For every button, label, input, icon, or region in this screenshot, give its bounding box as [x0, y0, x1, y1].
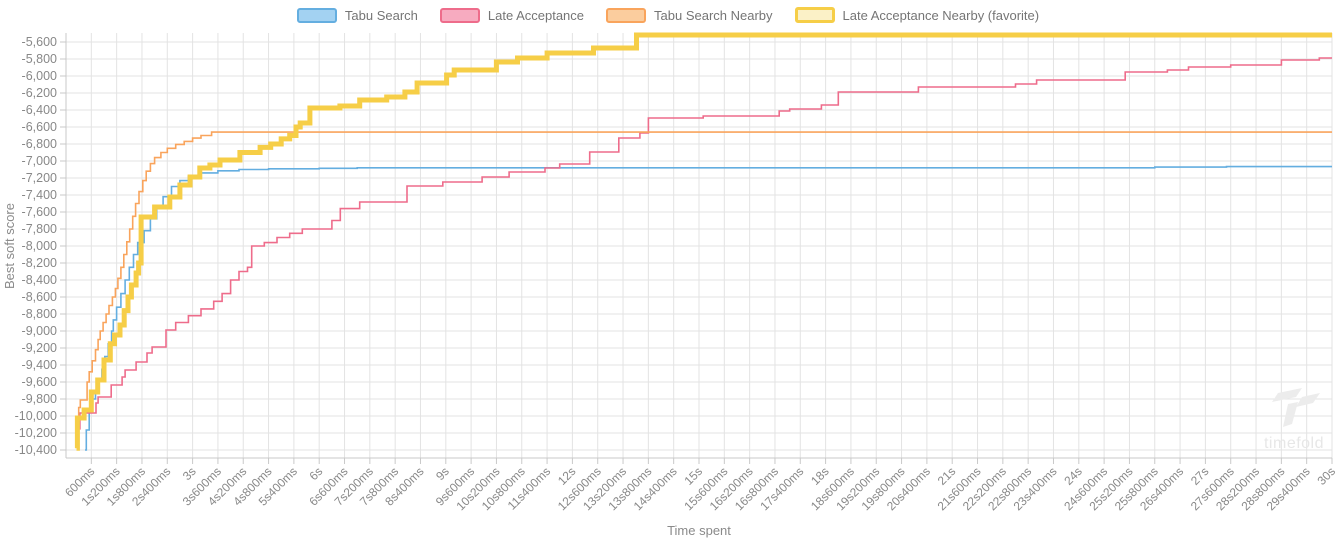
y-tick-label: -10,200	[15, 426, 57, 440]
chart-legend: Tabu Search Late Acceptance Tabu Search Ne…	[0, 7, 1336, 23]
y-tick-label: -8,800	[22, 307, 57, 321]
y-tick-label: -5,800	[22, 52, 57, 66]
x-tick-label: 30s	[1315, 464, 1336, 488]
y-tick-label: -7,800	[22, 222, 57, 236]
y-tick-label: -8,000	[22, 239, 57, 253]
y-tick-label: -5,600	[22, 35, 57, 49]
x-axis-title: Time spent	[667, 523, 731, 538]
legend-label-late-acceptance-nearby-favorite: Late Acceptance Nearby (favorite)	[842, 7, 1040, 23]
series-line-tabu-search	[85, 165, 1332, 451]
legend-item-tabu-search[interactable]: Tabu Search	[296, 7, 418, 23]
y-tick-label: -6,200	[22, 86, 57, 100]
legend-swatch-tabu-search	[296, 7, 337, 23]
x-tick-label: 9s	[433, 464, 452, 483]
y-tick-label: -7,200	[22, 171, 57, 185]
legend-swatch-tabu-search-nearby	[606, 7, 647, 23]
y-tick-label: -10,000	[15, 409, 57, 423]
legend-swatch-late-acceptance	[439, 7, 480, 23]
y-tick-label: -9,400	[22, 358, 57, 372]
legend-item-tabu-search-nearby[interactable]: Tabu Search Nearby	[606, 7, 773, 23]
y-tick-label: -9,000	[22, 324, 57, 338]
y-tick-label: -7,000	[22, 154, 57, 168]
legend-label-late-acceptance: Late Acceptance	[487, 7, 585, 23]
y-tick-label: -7,600	[22, 205, 57, 219]
y-tick-label: -6,400	[22, 103, 57, 117]
y-axis-title: Best soft score	[2, 203, 17, 289]
x-tick-label: 6s	[306, 464, 325, 483]
y-tick-label: -9,200	[22, 341, 57, 355]
y-tick-label: -6,800	[22, 137, 57, 151]
y-tick-label: -6,600	[22, 120, 57, 134]
y-tick-label: -8,600	[22, 290, 57, 304]
y-tick-label: -9,600	[22, 375, 57, 389]
series-line-tabu-search-nearby	[76, 131, 1332, 448]
y-tick-label: -6,000	[22, 69, 57, 83]
legend-label-tabu-search: Tabu Search	[344, 7, 418, 23]
series-line-late-acceptance	[77, 57, 1332, 449]
series-line-late-acceptance-nearby-favorite	[74, 32, 1332, 451]
legend-item-late-acceptance-nearby-favorite[interactable]: Late Acceptance Nearby (favorite)	[794, 7, 1040, 23]
y-tick-label: -8,200	[22, 256, 57, 270]
x-tick-label: 3s	[180, 464, 199, 483]
y-tick-label: -9,800	[22, 392, 57, 406]
legend-item-late-acceptance[interactable]: Late Acceptance	[439, 7, 585, 23]
legend-swatch-late-acceptance-nearby-favorite	[794, 7, 835, 23]
y-tick-label: -7,400	[22, 188, 57, 202]
legend-label-tabu-search-nearby: Tabu Search Nearby	[654, 7, 773, 23]
y-tick-label: -8,400	[22, 273, 57, 287]
y-tick-label: -10,400	[15, 443, 57, 457]
